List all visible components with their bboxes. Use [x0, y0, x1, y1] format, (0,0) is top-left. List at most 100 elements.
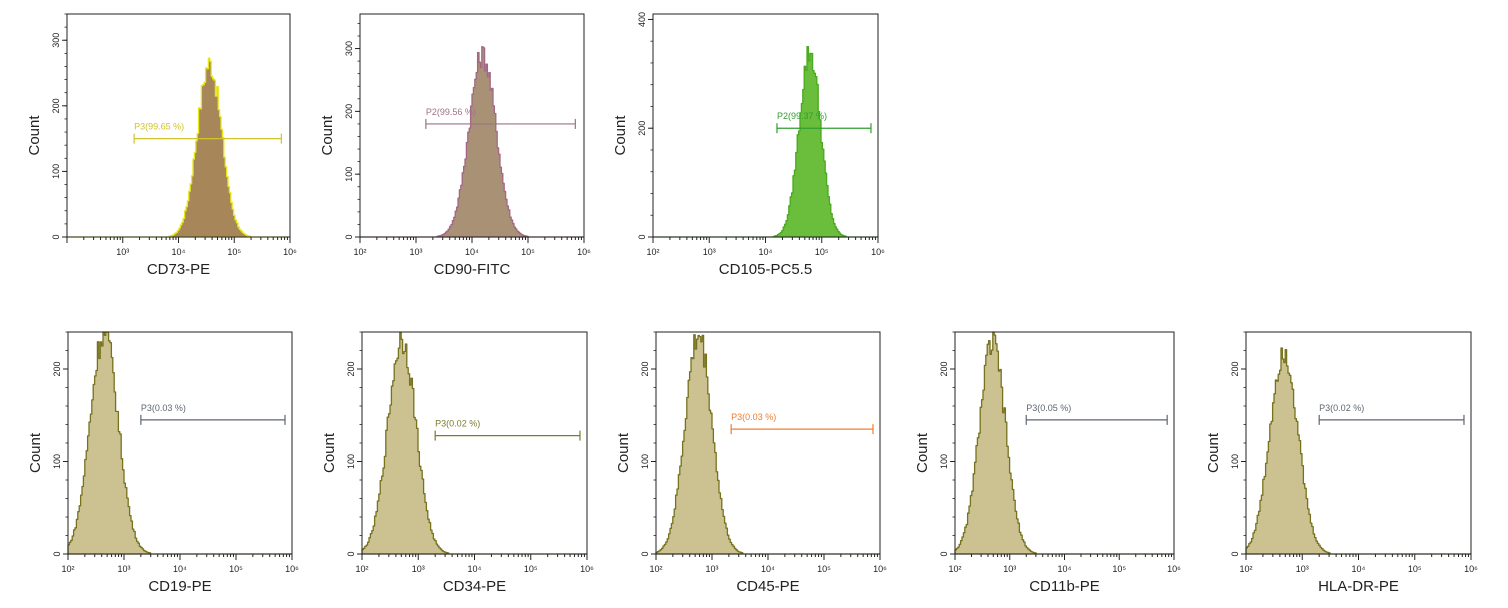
x-tick-label: 10² [649, 564, 662, 574]
x-tick-label: 10⁵ [524, 564, 538, 574]
y-tick-label: 0 [52, 551, 62, 556]
x-axis-title: CD73-PE [147, 261, 210, 278]
y-axis-title: Count [319, 115, 336, 156]
x-tick-label: 10² [1239, 564, 1252, 574]
y-tick-label: 100 [344, 167, 354, 182]
y-tick-label: 300 [344, 41, 354, 56]
x-axis-title: CD90-FITC [434, 261, 511, 278]
x-tick-label: 10² [948, 564, 961, 574]
x-tick-label: 10⁶ [580, 564, 594, 574]
y-tick-label: 100 [52, 454, 62, 469]
y-axis-title: Count [26, 115, 43, 156]
x-tick-label: 10⁵ [815, 247, 829, 257]
x-tick-label: 10³ [705, 564, 718, 574]
y-axis-title: Count [615, 432, 632, 473]
plot-frame [652, 13, 879, 238]
histogram-panel-1: 0 100 200 300 10³ 10⁴ 10⁵ 10⁶ CD73-PE Count P3(99.… [26, 13, 297, 278]
y-tick-label: 0 [1230, 551, 1240, 556]
histogram-panel-2: 0 100 200 300 10² 10³ 10⁴ 10⁵ 10⁶ CD90-FITC Count P… [319, 13, 591, 278]
x-tick-label: 10³ [703, 247, 716, 257]
y-axis-title: Count [612, 115, 629, 156]
histogram-distribution [361, 331, 588, 555]
y-tick-label: 100 [1230, 454, 1240, 469]
histogram-panel-8: 0 100 200 10² 10³ 10⁴ 10⁵ 10⁶ HLA-DR-PE Count P3(0… [1205, 331, 1478, 595]
y-tick-label: 100 [640, 454, 650, 469]
x-tick-label: 10⁶ [285, 564, 299, 574]
y-tick-label: 100 [51, 164, 61, 179]
gate-label: P3(0.03 %) [731, 412, 776, 422]
x-tick-label: 10⁶ [283, 247, 297, 257]
histogram-distribution [67, 331, 293, 555]
x-tick-label: 10³ [412, 564, 425, 574]
y-tick-label: 300 [51, 33, 61, 48]
histogram-panel-6: 0 100 200 10² 10³ 10⁴ 10⁵ 10⁶ CD45-PE Count P3(0.0… [615, 331, 887, 595]
y-tick-label: 200 [637, 121, 647, 136]
x-axis-title: CD45-PE [736, 578, 799, 595]
gate-label: P2(99.56 %) [426, 107, 476, 117]
histogram-panel-7: 0 100 200 10² 10³ 10⁴ 10⁵ 10⁶ CD11b-PE Count P3(0.… [914, 331, 1181, 595]
x-tick-label: 10⁶ [871, 247, 885, 257]
y-tick-label: 100 [939, 454, 949, 469]
x-axis-title: CD105-PC5.5 [719, 261, 812, 278]
histogram-distribution [954, 331, 1175, 555]
x-tick-label: 10⁵ [229, 564, 243, 574]
x-tick-label: 10³ [116, 247, 129, 257]
y-tick-label: 200 [52, 361, 62, 376]
histogram-distribution [66, 57, 291, 238]
histogram-distribution [1245, 347, 1472, 555]
x-tick-label: 10³ [117, 564, 130, 574]
y-axis-title: Count [914, 432, 931, 473]
y-axis-title: Count [1205, 432, 1222, 473]
x-axis-title: CD11b-PE [1029, 578, 1100, 595]
x-tick-label: 10⁴ [172, 247, 186, 257]
histogram-distribution [652, 45, 879, 238]
x-axis-title: CD34-PE [443, 578, 506, 595]
y-tick-label: 0 [51, 234, 61, 239]
x-tick-label: 10⁶ [577, 247, 591, 257]
x-tick-label: 10⁵ [1112, 564, 1126, 574]
x-tick-label: 10² [646, 247, 659, 257]
y-tick-label: 200 [1230, 361, 1240, 376]
y-tick-label: 200 [939, 361, 949, 376]
y-tick-label: 0 [939, 551, 949, 556]
histogram-distribution [655, 334, 881, 555]
y-tick-label: 200 [346, 361, 356, 376]
x-tick-label: 10⁴ [173, 564, 187, 574]
x-tick-label: 10⁵ [1408, 564, 1422, 574]
x-tick-label: 10⁶ [1464, 564, 1478, 574]
y-tick-label: 200 [344, 104, 354, 119]
gate-label: P3(0.02 %) [1319, 403, 1364, 413]
histogram-panel-5: 0 100 200 10² 10³ 10⁴ 10⁵ 10⁶ CD34-PE Count P3(0.0… [321, 331, 594, 595]
y-tick-label: 0 [640, 551, 650, 556]
gate-label: P3(99.65 %) [134, 122, 184, 132]
x-tick-label: 10⁵ [521, 247, 535, 257]
x-tick-label: 10⁴ [465, 247, 479, 257]
x-tick-label: 10⁴ [761, 564, 775, 574]
y-tick-label: 0 [346, 551, 356, 556]
x-tick-label: 10⁴ [468, 564, 482, 574]
y-tick-label: 200 [640, 361, 650, 376]
x-tick-label: 10⁵ [817, 564, 831, 574]
y-tick-label: 100 [346, 454, 356, 469]
y-tick-label: 400 [637, 12, 647, 27]
x-tick-label: 10² [61, 564, 74, 574]
x-tick-label: 10⁶ [1167, 564, 1181, 574]
x-tick-label: 10² [355, 564, 368, 574]
gate-label: P3(0.03 %) [141, 403, 186, 413]
x-tick-label: 10³ [1296, 564, 1309, 574]
x-axis-title: HLA-DR-PE [1318, 578, 1399, 595]
histogram-distribution [359, 46, 585, 238]
x-tick-label: 10³ [409, 247, 422, 257]
histogram-panel-4: 0 100 200 10² 10³ 10⁴ 10⁵ 10⁶ CD19-PE Count P3(0.0… [27, 331, 299, 595]
x-tick-label: 10⁴ [1058, 564, 1072, 574]
x-tick-label: 10⁴ [759, 247, 773, 257]
x-tick-label: 10⁴ [1352, 564, 1366, 574]
x-tick-label: 10³ [1003, 564, 1016, 574]
x-tick-label: 10⁵ [227, 247, 241, 257]
gate-label: P3(0.05 %) [1026, 403, 1071, 413]
y-axis-title: Count [27, 432, 44, 473]
gate-label: P2(99.37 %) [777, 111, 827, 121]
histogram-panel-3: 0 200 400 10² 10³ 10⁴ 10⁵ 10⁶ CD105-PC5.5 Count P2… [612, 12, 885, 278]
y-tick-label: 200 [51, 98, 61, 113]
